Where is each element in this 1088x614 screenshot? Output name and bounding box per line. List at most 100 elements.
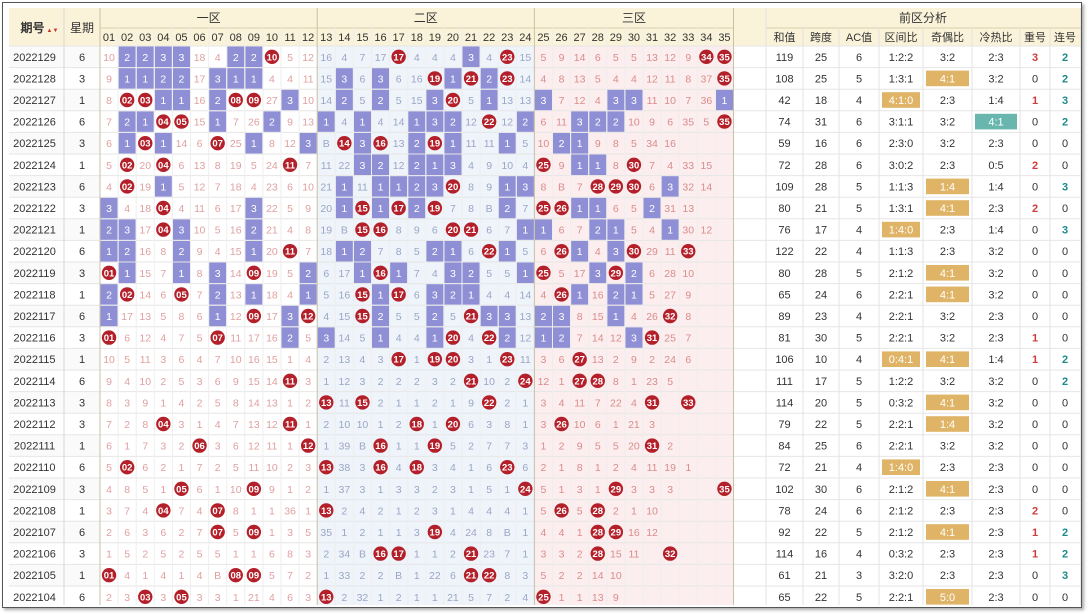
stat-odd-even: 3:2 <box>940 138 955 150</box>
miss-count: 11 <box>665 246 676 258</box>
stat-zone-ratio: 2:1:2 <box>889 484 913 496</box>
miss-count: 2 <box>106 225 112 237</box>
miss-count: 1 <box>160 484 166 496</box>
drawn-number-label: 28 <box>592 549 603 560</box>
stat-consec: 2 <box>1062 117 1068 129</box>
miss-count: 5 <box>541 570 547 582</box>
miss-count: 2 <box>179 73 185 85</box>
miss-count: 12 <box>139 333 151 345</box>
stat-zone-ratio: 1:3:1 <box>889 73 913 85</box>
miss-block-cell <box>209 262 227 284</box>
miss-count: 1 <box>450 138 456 150</box>
miss-block-cell <box>353 240 371 262</box>
miss-count: 2 <box>613 289 619 301</box>
miss-count: 9 <box>685 52 691 64</box>
stat-cold-hot: 2:3 <box>988 311 1003 323</box>
drawn-number-ball <box>391 352 406 367</box>
drawn-number-label: 02 <box>122 96 133 107</box>
stat-odd-even: 3:2 <box>940 441 955 453</box>
miss-count: 1 <box>414 117 420 129</box>
miss-count: 3 <box>432 95 438 107</box>
miss-count: 3 <box>559 549 565 561</box>
row-stripe <box>9 434 100 457</box>
drawn-number-label: 06 <box>194 441 205 452</box>
miss-count: 1 <box>541 441 547 453</box>
miss-block-cell <box>245 219 263 240</box>
miss-count: 24 <box>465 527 477 539</box>
miss-count: 4 <box>631 73 637 85</box>
miss-count: 15 <box>194 117 206 129</box>
miss-count: 3 <box>432 505 438 517</box>
miss-count: 11 <box>266 441 277 453</box>
drawn-number-ball <box>608 481 624 496</box>
miss-count: 1 <box>432 419 438 431</box>
miss-count: 7 <box>215 181 221 193</box>
highlight-box <box>882 92 920 108</box>
miss-block-cell <box>571 240 589 262</box>
stat-sum: 89 <box>778 311 790 323</box>
stat-cold-hot: 3:2 <box>988 289 1003 301</box>
miss-block-cell <box>335 240 353 262</box>
miss-block-cell <box>118 132 136 154</box>
stat-col-label: 连号 <box>1054 31 1076 44</box>
miss-count: 3 <box>124 592 130 604</box>
drawn-number-ball <box>246 92 262 108</box>
miss-count: 1 <box>432 549 438 561</box>
drawn-number-label: 26 <box>556 290 567 301</box>
stat-cold-hot: 2:3 <box>988 484 1003 496</box>
miss-count: 8 <box>504 419 510 431</box>
drawn-number-ball <box>590 373 605 388</box>
miss-count: 3 <box>631 333 637 345</box>
drawn-number-ball <box>228 92 243 108</box>
miss-block-cell <box>516 111 534 132</box>
miss-count: 8 <box>106 95 112 107</box>
miss-count: 16 <box>194 95 206 107</box>
miss-count: 2 <box>631 268 637 280</box>
sort-updown-icon[interactable]: ▲▼ <box>47 28 59 34</box>
miss-count: 4 <box>414 333 420 345</box>
miss-count: 38 <box>339 462 351 474</box>
miss-count: 18 <box>266 289 278 301</box>
miss-count: 3 <box>160 441 166 453</box>
miss-block-cell <box>444 154 462 176</box>
miss-block-cell <box>480 305 498 327</box>
miss-count: 11 <box>140 354 151 366</box>
drawn-number-ball <box>500 49 515 64</box>
miss-count: 1 <box>341 246 347 258</box>
miss-block-cell <box>353 262 371 284</box>
stat-consec: 0 <box>1062 289 1068 301</box>
miss-block-cell <box>661 176 679 197</box>
miss-count: 4 <box>486 505 492 517</box>
drawn-number-label: 19 <box>430 139 441 150</box>
miss-block-cell <box>589 262 607 284</box>
stat-span: 28 <box>815 268 827 280</box>
stat-repeat: 1 <box>1032 95 1038 107</box>
miss-count: 2 <box>450 376 456 388</box>
miss-count: 29 <box>646 246 658 258</box>
stat-odd-even: 4:1 <box>940 354 955 366</box>
miss-count: 7 <box>197 289 203 301</box>
miss-count: 2 <box>559 138 565 150</box>
drawn-number-label: 07 <box>212 506 223 517</box>
miss-count: 5 <box>233 527 239 539</box>
highlight-box <box>926 394 969 411</box>
miss-count: 2 <box>124 419 130 431</box>
miss-count: 15 <box>230 246 242 258</box>
miss-count: 1 <box>396 181 402 193</box>
miss-count: 2 <box>233 52 239 64</box>
miss-count: 3 <box>287 311 293 323</box>
miss-count: 1 <box>142 73 148 85</box>
stat-odd-even: 2:3 <box>940 570 955 582</box>
miss-block-cell <box>589 111 607 132</box>
miss-block-cell <box>408 197 426 219</box>
miss-count: 4 <box>486 52 492 64</box>
miss-count: 14 <box>592 333 604 345</box>
miss-count: 2 <box>559 441 565 453</box>
miss-count: 1 <box>577 138 583 150</box>
miss-count: 13 <box>266 397 278 409</box>
miss-count: 9 <box>613 592 619 604</box>
miss-count: 1 <box>504 484 510 496</box>
miss-count: 1 <box>251 549 257 561</box>
miss-count: 23 <box>483 549 495 561</box>
miss-count: 1 <box>450 73 456 85</box>
